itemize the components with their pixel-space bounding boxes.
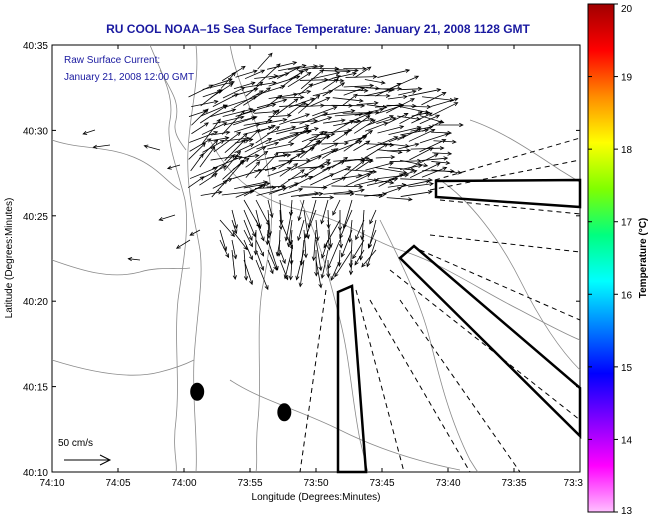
y-tick-label: 40:20 xyxy=(23,297,48,308)
x-tick-label: 73:55 xyxy=(237,478,262,489)
figure-title: RU COOL NOAA–15 Sea Surface Temperature:… xyxy=(106,22,530,36)
annotation-line-2: January 21, 2008 12:00 GMT xyxy=(64,72,194,83)
station-marker-station-b xyxy=(277,403,292,422)
station-markers xyxy=(190,382,292,422)
x-tick-label: 74:05 xyxy=(105,478,130,489)
x-tick-label: 73:50 xyxy=(303,478,328,489)
y-tick-label: 40:15 xyxy=(23,383,48,394)
colorbar-tick-label: 16 xyxy=(621,290,633,301)
y-tick-label: 40:30 xyxy=(23,126,48,137)
colorbar-tick-label: 15 xyxy=(621,363,633,374)
colorbar-label: Temperature (°C) xyxy=(638,218,649,299)
y-axis-label: Latitude (Degrees:Minutes) xyxy=(4,198,15,319)
y-tick-label: 40:35 xyxy=(23,41,48,52)
colorbar-tick-label: 17 xyxy=(621,218,633,229)
station-marker-station-a xyxy=(190,382,205,401)
colorbar-tick-label: 13 xyxy=(621,506,633,517)
current-vectors xyxy=(82,52,464,291)
y-tick-label: 40:25 xyxy=(23,212,48,223)
colorbar-ticks: 20 19 18 17 16 15 14 13 xyxy=(588,3,633,517)
radar-sector-outlines xyxy=(299,137,582,474)
y-axis-ticks: 40:35 40:30 40:25 40:20 40:15 40:10 xyxy=(23,41,580,479)
x-tick-label: 73:35 xyxy=(501,478,526,489)
x-tick-label: 73:45 xyxy=(369,478,394,489)
annotation-line-1: Raw Surface Current: xyxy=(64,55,160,66)
scale-arrow xyxy=(64,454,112,466)
colorbar-tick-label: 14 xyxy=(621,435,633,446)
x-tick-label: 74:00 xyxy=(171,478,196,489)
colorbar-ramp xyxy=(587,3,615,513)
colorbar-tick-label: 18 xyxy=(621,145,633,156)
scale-label: 50 cm/s xyxy=(58,438,93,449)
plot-area: Raw Surface Current: January 21, 2008 12… xyxy=(51,44,582,474)
y-tick-label: 40:10 xyxy=(23,468,48,479)
x-tick-label: 73:40 xyxy=(435,478,460,489)
x-tick-label: 74:10 xyxy=(39,478,64,489)
x-axis-label: Longitude (Degrees:Minutes) xyxy=(252,492,381,503)
colorbar: 20 19 18 17 16 15 14 13 Temperature (°C) xyxy=(587,3,649,517)
x-tick-label: 73:3 xyxy=(564,478,584,489)
x-axis-ticks: 74:10 74:05 74:00 73:55 73:50 73:45 73:40 73:35… xyxy=(39,45,583,489)
colorbar-tick-label: 20 xyxy=(621,4,633,15)
colorbar-tick-label: 19 xyxy=(621,73,633,84)
